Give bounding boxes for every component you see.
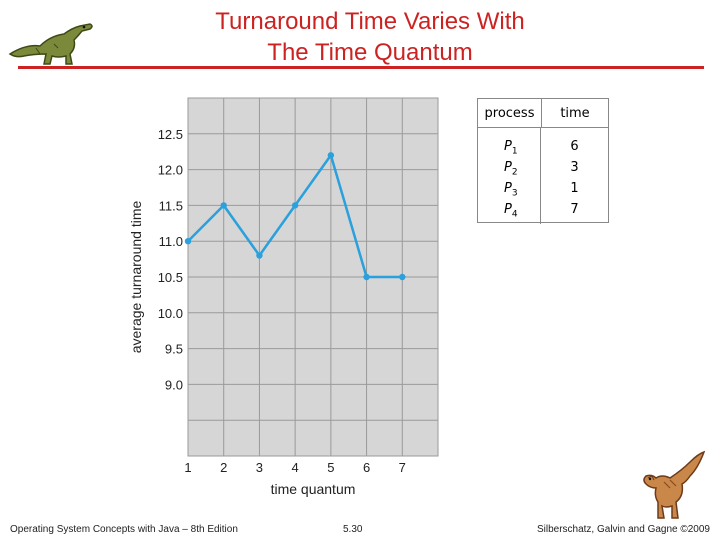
y-tick-label: 10.0 (158, 306, 183, 321)
data-point (291, 202, 299, 209)
y-tick-label: 12.5 (158, 127, 183, 142)
header-process: process (478, 99, 542, 127)
y-tick-label: 9.5 (165, 342, 183, 357)
slide-title: Turnaround Time Varies With The Time Qua… (140, 6, 600, 68)
data-point (220, 202, 227, 209)
time-column: 6 3 1 7 (541, 128, 608, 224)
data-point (184, 238, 192, 245)
y-tick-label: 11.0 (159, 234, 183, 249)
header-time: time (560, 105, 590, 121)
footer-right: Silberschatz, Galvin and Gagne ©2009 (536, 524, 710, 535)
title-underline (18, 66, 704, 69)
process-time-table: process time P1 P2 P3 P4 6 3 1 7 (477, 98, 609, 224)
y-tick-label: 12.0 (158, 163, 183, 178)
y-tick-label: 9.0 (165, 377, 183, 392)
footer-page-number: 5.30 (343, 524, 363, 535)
title-line-2: The Time Quantum (267, 39, 473, 66)
data-point (399, 273, 406, 281)
table-cell-process: P4 (504, 202, 518, 220)
y-axis-label: average turnaround time (128, 201, 144, 354)
title-line-1: Turnaround Time Varies With (215, 8, 525, 35)
table-cell-time: 7 (570, 202, 579, 217)
y-tick-label: 11.5 (159, 198, 183, 213)
data-point (327, 152, 335, 159)
data-points (184, 152, 406, 281)
x-tick-label: 1 (184, 460, 191, 475)
x-tick-label: 4 (292, 460, 299, 475)
x-tick-label: 6 (363, 460, 370, 475)
footer-left: Operating System Concepts with Java – 8t… (10, 524, 238, 535)
table-cell-time: 1 (570, 181, 579, 196)
process-column: P1 P2 P3 P4 (478, 128, 541, 224)
x-axis-label: time quantum (271, 481, 356, 497)
x-tick-label: 3 (256, 460, 263, 475)
dinosaur-logo-icon (8, 23, 93, 65)
table-cell-process: P3 (504, 181, 518, 199)
table-cell-process: P1 (504, 139, 518, 157)
x-tick-label: 5 (327, 460, 334, 475)
data-point (256, 252, 263, 259)
x-tick-label: 2 (220, 460, 227, 475)
data-point (363, 273, 370, 281)
x-tick-label: 7 (399, 460, 406, 475)
table-cell-time: 6 (570, 139, 579, 154)
table-body: P1 P2 P3 P4 6 3 1 7 (478, 128, 608, 224)
table-cell-process: P2 (504, 160, 518, 178)
y-axis-ticks: 9.0 9.5 10.0 10.5 11.0 11.5 12.0 12.5 (158, 127, 183, 393)
table-header: process time (478, 99, 608, 128)
x-axis-ticks: 1 2 3 4 5 6 7 (184, 460, 406, 475)
table-cell-time: 3 (570, 160, 579, 175)
y-tick-label: 10.5 (158, 270, 183, 285)
dinosaur-mascot-icon (643, 450, 706, 519)
grid-lines (187, 97, 439, 457)
